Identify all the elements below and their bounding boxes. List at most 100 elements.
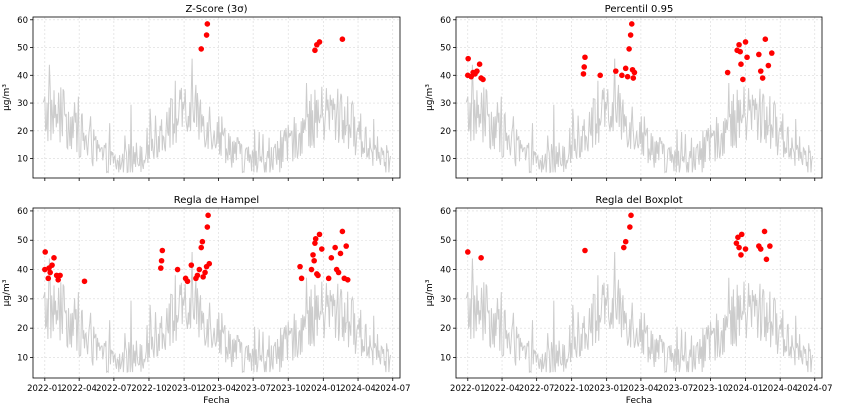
outlier-point [464,249,471,255]
y-tick-label: 40 [440,266,451,276]
outlier-point [581,64,588,70]
y-tick-label: 30 [17,295,28,305]
outlier-point [480,76,486,83]
outlier-point [199,238,206,245]
plot-frame [32,16,401,179]
x-tick-label: 2023-04 [623,384,659,394]
outlier-point [158,257,165,264]
outlier-point [627,32,634,38]
outlier-point [204,224,211,230]
y-axis-label: µg/m³ [425,279,435,306]
outlier-point [597,72,603,79]
x-tick-label: 2022-01 [27,384,63,394]
y-tick-label: 50 [440,236,451,246]
y-tick-label: 20 [440,127,451,137]
outlier-point [174,266,181,273]
outlier-point [339,36,346,43]
outlier-point [188,262,195,268]
plot-frame [455,16,823,179]
outlier-point [332,244,338,251]
outlier-point [763,256,770,263]
y-tick-label: 20 [17,127,28,137]
outlier-point [757,246,764,252]
outlier-point [626,46,632,52]
outlier-point [184,278,191,285]
outlier-point [343,243,350,249]
outlier-point [737,48,744,55]
y-tick-label: 60 [17,207,28,217]
outlier-point [624,73,631,80]
x-tick-label: 2022-01 [450,384,486,394]
y-tick-label: 50 [17,236,28,246]
y-tick-label: 40 [17,71,28,81]
outlier-point [738,61,744,67]
outlier-point [612,68,619,74]
y-axis-label: µg/m³ [2,279,12,306]
outlier-point [47,269,53,276]
chart-title: Regla de Hampel [174,195,259,206]
x-axis-label: Fecha [203,396,229,406]
x-tick-label: 2023-04 [201,384,237,394]
outlier-point [311,257,317,264]
chart-title: Percentil 0.95 [605,4,674,15]
outlier-point [735,234,741,241]
y-axis-label: µg/m³ [2,84,12,111]
outlier-point [736,244,742,251]
outlier-point [200,274,206,280]
outlier-point [339,228,346,235]
y-tick-label: 10 [440,155,451,165]
outlier-point [761,228,768,235]
outlier-point [55,277,61,283]
outlier-point [198,244,205,251]
chart-panel-4: Regla del Boxplot1020304050602022-012022… [425,195,833,406]
outlier-point [478,255,484,261]
outlier-point [627,224,633,230]
outlier-point [203,32,210,38]
outlier-point [580,71,587,77]
outlier-point [206,260,213,267]
chart-panel-2: Percentil 0.95 10 20 30 40 50 60 µg/m³ [425,4,823,181]
x-tick-label: 2023-10 [693,384,729,394]
outlier-point [465,55,471,62]
x-tick-label: 2024-07 [797,384,833,394]
outlier-point [158,265,164,271]
outlier-point [315,272,321,279]
outlier-point [298,275,305,282]
outlier-point [57,272,63,279]
series-line [465,251,813,374]
x-axis-label: Fecha [626,396,652,406]
outlier-point [49,262,55,268]
outlier-point [81,278,88,285]
outlier-point [297,263,303,270]
chart-panel-3: Regla de Hampel1020304050602022-012022-0… [2,195,411,406]
outlier-point [159,247,166,254]
y-tick-label: 10 [17,353,28,363]
x-tick-label: 2022-10 [131,384,167,394]
y-tick-label: 30 [440,99,451,109]
outlier-point [768,50,775,56]
outlier-point [45,275,52,282]
outlier-point [742,39,749,45]
outlier-point [42,249,49,255]
y-tick-label: 40 [17,266,28,276]
y-axis-label: µg/m³ [425,84,435,111]
outlier-point [582,54,588,61]
y-tick-label: 60 [17,16,28,26]
outlier-point [310,252,316,258]
outlier-point [622,65,629,72]
outlier-point [620,244,627,251]
outlier-point [724,69,731,76]
y-tick-label: 30 [17,99,28,109]
y-tick-label: 50 [440,44,451,54]
outlier-point [198,46,205,52]
outlier-point [762,36,769,43]
y-tick-label: 20 [440,324,451,334]
x-tick-label: 2024-01 [306,384,342,394]
series-line [42,58,391,174]
y-tick-label: 30 [440,295,451,305]
y-tick-label: 20 [17,324,28,334]
outlier-point [738,252,744,258]
outlier-point [196,266,203,273]
x-tick-label: 2024-01 [728,384,764,394]
outlier-point [312,240,318,246]
